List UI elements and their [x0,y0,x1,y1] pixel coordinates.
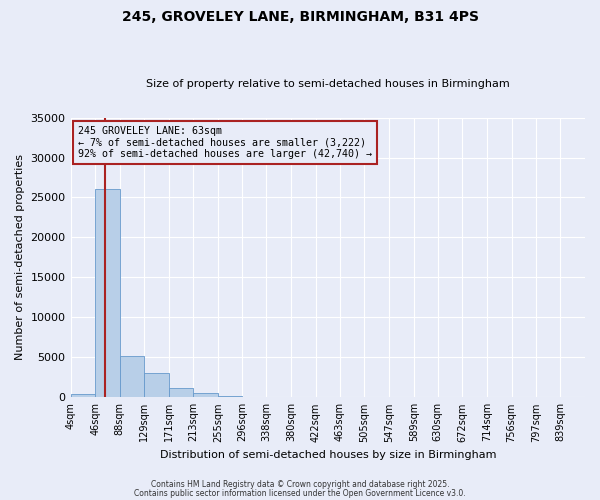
Bar [218,396,242,398]
Bar [169,388,193,398]
Text: Contains public sector information licensed under the Open Government Licence v3: Contains public sector information licen… [134,488,466,498]
Title: Size of property relative to semi-detached houses in Birmingham: Size of property relative to semi-detach… [146,79,509,89]
Bar [120,356,145,398]
Bar [71,394,95,398]
Bar [144,374,169,398]
Text: 245 GROVELEY LANE: 63sqm
← 7% of semi-detached houses are smaller (3,222)
92% of: 245 GROVELEY LANE: 63sqm ← 7% of semi-de… [78,126,372,159]
Bar [193,392,218,398]
Bar [95,188,120,398]
X-axis label: Distribution of semi-detached houses by size in Birmingham: Distribution of semi-detached houses by … [160,450,496,460]
Y-axis label: Number of semi-detached properties: Number of semi-detached properties [15,154,25,360]
Bar [242,396,266,398]
Text: Contains HM Land Registry data © Crown copyright and database right 2025.: Contains HM Land Registry data © Crown c… [151,480,449,489]
Text: 245, GROVELEY LANE, BIRMINGHAM, B31 4PS: 245, GROVELEY LANE, BIRMINGHAM, B31 4PS [121,10,479,24]
